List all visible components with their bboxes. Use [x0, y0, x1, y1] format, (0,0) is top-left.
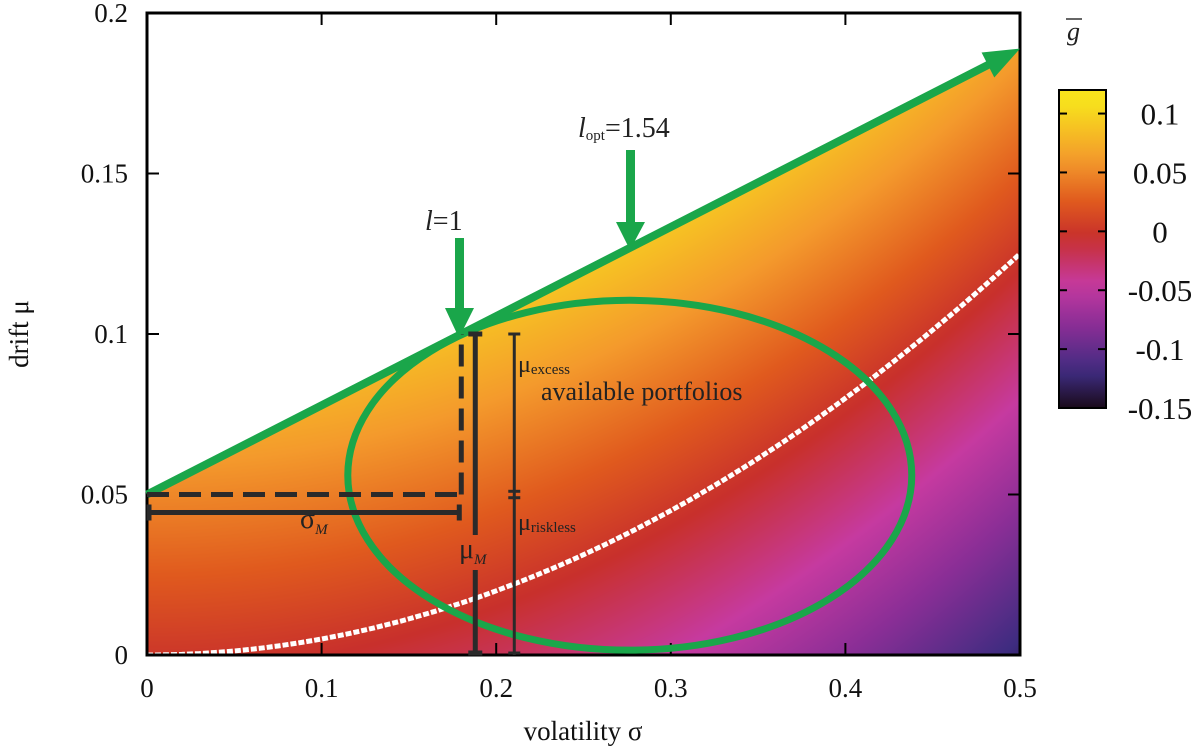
y-tick-label: 0.2	[94, 0, 128, 28]
frontier-line	[145, 60, 992, 499]
colorbar-ticks: 0.1 0.05 0 -0.05 -0.1 -0.15	[1059, 97, 1192, 426]
x-tick-label: 0.4	[829, 673, 863, 703]
sigma-m-label: σM	[300, 504, 329, 538]
x-tick-label: 0.2	[479, 673, 513, 703]
colorbar-tick-label: -0.05	[1128, 273, 1193, 308]
y-axis-label: drift μ	[4, 300, 34, 368]
svg-text:g: g	[1067, 17, 1080, 46]
colorbar-tick-label: 0.1	[1141, 97, 1180, 132]
l1-arrow	[445, 238, 474, 338]
colorbar-tick-label: 0	[1152, 214, 1168, 249]
mu-split-bracket	[508, 332, 521, 655]
available-portfolios-ellipse	[344, 296, 916, 654]
axis-ticks	[146, 12, 1021, 656]
zero-growth-contour	[147, 251, 1020, 655]
mu-excess-label: μexcess	[518, 352, 570, 378]
l1-label: l=1	[425, 206, 463, 237]
x-tick-label: 0.5	[1003, 673, 1037, 703]
colorbar-title: g	[1066, 17, 1082, 46]
x-axis-label: volatility σ	[524, 716, 643, 746]
sigma-m-bracket	[146, 504, 462, 521]
y-tick-label: 0.15	[81, 159, 128, 189]
x-tick-label: 0.3	[654, 673, 688, 703]
colorbar-tick-label: 0.05	[1133, 155, 1187, 190]
x-tick-label: 0	[140, 673, 154, 703]
mu-riskless-label: μriskless	[518, 510, 576, 536]
colorbar	[1058, 89, 1107, 409]
colorbar-tick-label: -0.1	[1135, 332, 1184, 367]
y-tick-label: 0.05	[81, 480, 128, 510]
lopt-label: lopt=1.54	[578, 113, 670, 144]
mu-m-bracket	[468, 331, 483, 656]
y-tick-label: 0	[115, 640, 129, 670]
y-tick-label: 0.1	[94, 319, 128, 349]
available-portfolios-label: available portfolios	[541, 377, 742, 406]
lopt-arrow	[616, 150, 645, 250]
heatmap-image	[147, 13, 1020, 655]
axis-tick-labels: 0 0.1 0.2 0.3 0.4 0.5 0 0.05 0.1 0.15 0.2	[81, 0, 1037, 703]
frontier-arrowhead	[981, 48, 1020, 78]
x-tick-label: 0.1	[305, 673, 339, 703]
mu-m-label: μM	[459, 534, 488, 568]
colorbar-tick-label: -0.15	[1128, 391, 1193, 426]
